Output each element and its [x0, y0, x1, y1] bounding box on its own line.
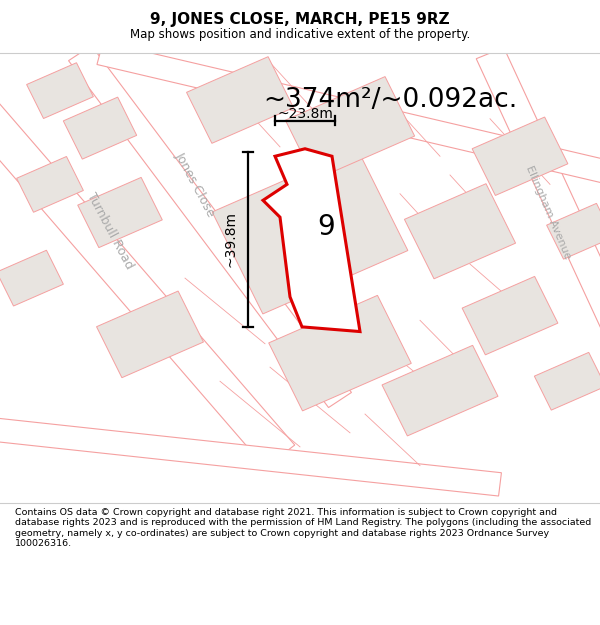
Polygon shape	[212, 149, 408, 314]
Text: Turnbull Road: Turnbull Road	[85, 191, 136, 272]
Polygon shape	[547, 203, 600, 259]
Polygon shape	[269, 296, 411, 411]
Polygon shape	[97, 42, 600, 186]
Polygon shape	[68, 46, 352, 408]
Text: Ellingham Avenue: Ellingham Avenue	[524, 164, 572, 261]
Text: Contains OS data © Crown copyright and database right 2021. This information is : Contains OS data © Crown copyright and d…	[15, 508, 591, 548]
Polygon shape	[97, 291, 203, 378]
Polygon shape	[26, 62, 94, 119]
Polygon shape	[0, 250, 64, 306]
Text: ~23.8m: ~23.8m	[277, 106, 333, 121]
Polygon shape	[17, 156, 83, 212]
Polygon shape	[535, 352, 600, 410]
Polygon shape	[78, 177, 162, 248]
Polygon shape	[263, 149, 360, 331]
Text: ~374m²/~0.092ac.: ~374m²/~0.092ac.	[263, 87, 517, 113]
Polygon shape	[462, 276, 558, 355]
Polygon shape	[187, 57, 293, 143]
Polygon shape	[382, 346, 498, 436]
Text: Map shows position and indicative extent of the property.: Map shows position and indicative extent…	[130, 28, 470, 41]
Text: Jones Close: Jones Close	[172, 150, 218, 219]
Text: ~39.8m: ~39.8m	[224, 211, 238, 268]
Polygon shape	[476, 48, 600, 340]
Polygon shape	[472, 117, 568, 196]
Polygon shape	[0, 98, 295, 468]
Polygon shape	[404, 184, 515, 279]
Polygon shape	[64, 97, 137, 159]
Polygon shape	[0, 416, 502, 496]
Text: 9, JONES CLOSE, MARCH, PE15 9RZ: 9, JONES CLOSE, MARCH, PE15 9RZ	[150, 12, 450, 27]
Text: 9: 9	[317, 213, 335, 241]
Polygon shape	[286, 77, 415, 179]
